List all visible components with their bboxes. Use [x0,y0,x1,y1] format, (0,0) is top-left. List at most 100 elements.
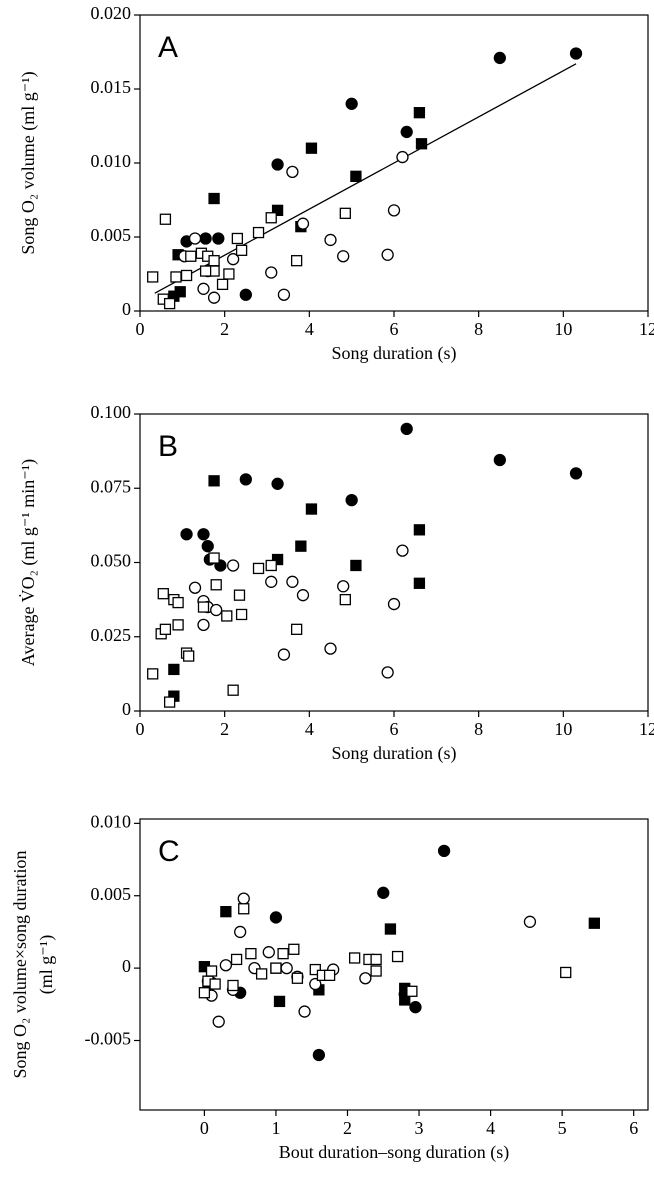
point [337,250,350,263]
point [207,291,221,304]
point [198,987,211,999]
point [239,288,252,301]
panel: 0 0.025 0.050 0.075 0.100 0 2 4 6 8 10 12 Song durat… [17,402,654,764]
y-tick-label: 0 [122,699,131,719]
point [269,911,283,924]
x-tick-label: 2 [220,719,229,739]
panel-letter: C [158,835,180,868]
point [197,618,210,632]
point [212,232,225,245]
point [235,244,248,256]
point [159,213,172,225]
x-tick-label: 6 [629,1118,638,1138]
point [370,953,382,966]
point [391,950,404,963]
point [286,575,299,588]
point [172,596,184,609]
point [324,233,337,247]
point [205,965,218,977]
point [157,588,169,600]
point [199,232,212,245]
point [230,953,243,966]
point [350,170,362,182]
point [235,608,248,621]
y-tick-label: 0.100 [91,402,132,422]
y-axis-label: Song O₂ volume×song duration [10,851,30,1079]
point [147,668,159,680]
x-tick-label: 6 [390,719,399,739]
y-tick-label: 0 [122,299,131,319]
point [180,528,193,541]
point [271,553,284,566]
point [234,925,247,939]
point [381,666,394,679]
fit-line [154,63,577,294]
y-tick-label: 0.025 [91,625,132,645]
point [239,473,252,486]
point [345,493,358,507]
point [252,226,265,239]
x-tick-label: 4 [305,319,314,339]
x-tick-label: 4 [486,1118,495,1138]
point [370,965,382,977]
point [387,597,401,611]
point [221,610,233,622]
point [348,952,361,964]
point [227,684,239,696]
point [288,943,300,955]
point [413,524,426,536]
point [413,577,426,589]
y-tick-label: 0.015 [91,77,132,97]
point [197,528,210,541]
point [199,265,212,277]
point [212,1015,225,1028]
point [399,994,411,1006]
x-tick-label: 5 [558,1118,567,1138]
x-tick-label: 2 [220,319,229,339]
point [305,142,318,154]
point [216,278,229,291]
point [185,250,197,262]
point [262,946,275,959]
point [168,663,180,676]
point [197,601,210,613]
point [252,562,265,575]
point [183,650,195,662]
y-tick-label: -0.005 [85,1029,132,1049]
point [588,917,600,929]
point [180,269,193,282]
point [296,589,310,602]
point [163,297,176,310]
point [265,575,278,588]
point [406,985,418,997]
panel: 0 0.005 0.010 0.015 0.020 0 2 4 6 8 10 12 Song durat… [18,3,654,364]
point [170,271,182,283]
point [237,892,250,905]
point [233,589,246,601]
point [323,969,336,982]
point [172,619,184,631]
y-tick-label: 0.005 [91,225,132,245]
point [219,959,233,972]
point [384,923,397,935]
point [290,623,303,635]
point [273,995,286,1008]
y-tick-label: 0.010 [91,811,132,831]
point [312,1048,326,1062]
point [298,1005,311,1018]
x-tick-label: 0 [200,1118,209,1138]
x-tick-label: 4 [305,719,314,739]
x-tick-label: 0 [136,719,145,739]
point [400,125,413,139]
point [210,603,223,617]
x-tick-label: 10 [554,319,572,339]
x-tick-label: 12 [639,319,654,339]
point [339,593,351,606]
point [255,968,268,980]
point [208,552,220,564]
point [208,475,220,487]
point [227,979,239,992]
point [413,107,426,119]
point [295,540,307,552]
